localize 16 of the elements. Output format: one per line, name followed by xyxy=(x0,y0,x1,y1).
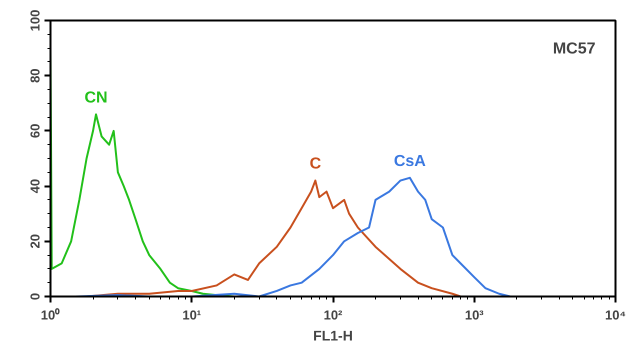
x-tick-label: 10² xyxy=(324,308,344,322)
x-axis-title: FL1-H xyxy=(313,328,353,344)
x-tick-label: 10³ xyxy=(464,308,484,322)
series-label: CN xyxy=(84,89,108,106)
series-label: C xyxy=(310,156,322,173)
y-tick-label: 100 xyxy=(28,10,42,32)
x-tick-label: 10⁴ xyxy=(605,308,626,322)
y-tick-label: 60 xyxy=(28,124,42,138)
y-tick-label: 80 xyxy=(28,68,42,83)
x-tick-label: 10¹ xyxy=(182,308,202,322)
y-tick-label: 20 xyxy=(28,234,42,249)
x-tick-label: 10⁰ xyxy=(40,308,60,322)
annotation: MC57 xyxy=(552,40,596,58)
series-label: CsA xyxy=(394,152,426,170)
y-tick-label: 40 xyxy=(28,178,42,194)
y-tick-label: 0 xyxy=(28,292,42,300)
